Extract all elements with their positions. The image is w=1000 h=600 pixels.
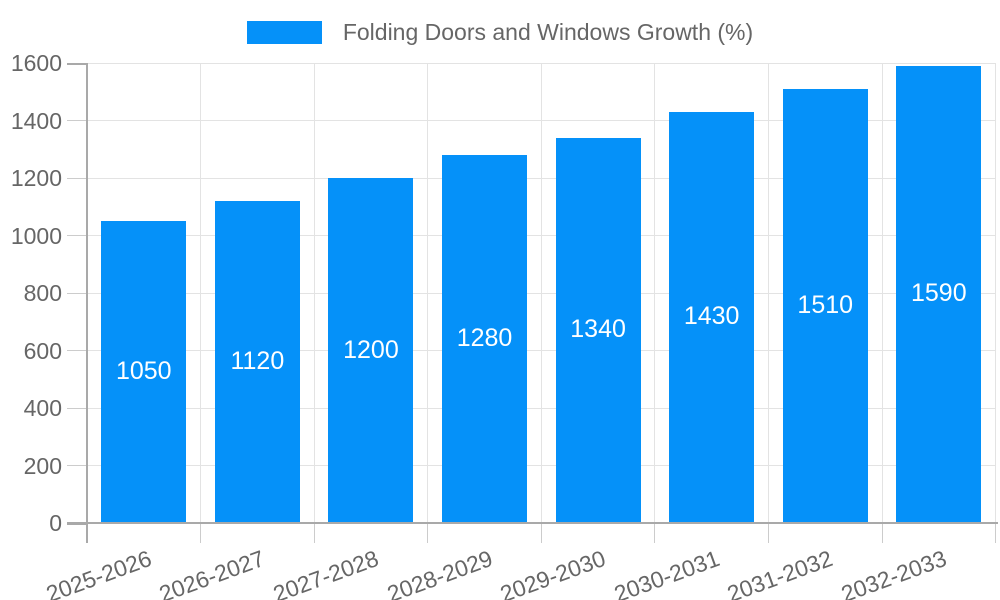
y-axis-tick-label: 800 (23, 280, 62, 306)
y-axis-tick (67, 120, 87, 121)
gridline-vertical (654, 63, 656, 523)
y-axis-tick (67, 407, 87, 409)
x-axis-tick-label: 2030-2031 (610, 545, 723, 600)
gridline-vertical (427, 63, 429, 523)
y-axis-tick-label: 1000 (10, 222, 62, 249)
gridline-vertical (540, 63, 542, 523)
x-axis-tick-label: 2025-2026 (42, 545, 155, 600)
x-axis-tick (881, 523, 883, 543)
bar[interactable] (896, 65, 982, 523)
x-axis-line (67, 522, 998, 524)
legend[interactable]: Folding Doors and Windows Growth (%) (0, 19, 1000, 46)
y-axis-tick (67, 292, 87, 294)
x-axis-tick (995, 523, 997, 543)
y-axis-tick (67, 235, 87, 236)
bar[interactable] (101, 221, 187, 523)
y-axis-tick-label: 1600 (10, 50, 62, 76)
y-axis-tick-label: 400 (23, 395, 62, 421)
x-axis-tick-label: 2032-2033 (837, 545, 950, 600)
y-axis-line (86, 63, 88, 543)
gridline-vertical (881, 63, 883, 523)
x-axis-tick (200, 523, 202, 543)
legend-label: Folding Doors and Windows Growth (%) (342, 19, 754, 45)
x-axis-tick-label: 2029-2030 (496, 545, 609, 600)
x-axis-tick-label: 2026-2027 (156, 545, 269, 600)
x-axis-tick (654, 523, 656, 543)
x-axis-tick (313, 523, 315, 543)
gridline-vertical (313, 63, 315, 523)
y-axis-tick (67, 350, 87, 351)
y-axis-tick-label: 0 (49, 510, 62, 536)
bar[interactable] (555, 137, 641, 523)
gridline-vertical (995, 63, 997, 523)
x-axis-tick-label: 2028-2029 (383, 545, 496, 600)
legend-swatch-icon (246, 21, 322, 44)
x-axis-tick (540, 523, 542, 543)
gridline-vertical (767, 63, 769, 523)
y-axis-tick-label: 200 (23, 452, 62, 479)
y-axis-tick (67, 465, 87, 466)
bar[interactable] (782, 88, 868, 523)
y-axis-tick-label: 600 (23, 337, 62, 364)
bar[interactable] (214, 201, 300, 523)
gridline-vertical (200, 63, 202, 523)
x-axis-tick-label: 2031-2032 (723, 545, 837, 600)
x-axis-tick (427, 523, 429, 543)
y-axis-tick (67, 62, 87, 65)
y-axis-tick-label: 1200 (10, 165, 62, 191)
bar[interactable] (328, 178, 414, 523)
y-axis-tick (67, 177, 87, 179)
x-axis-tick (767, 523, 769, 543)
x-axis-tick-label: 2027-2028 (269, 545, 382, 600)
bar[interactable] (669, 111, 755, 523)
y-axis-tick-label: 1400 (10, 107, 62, 134)
bar[interactable] (442, 155, 527, 523)
